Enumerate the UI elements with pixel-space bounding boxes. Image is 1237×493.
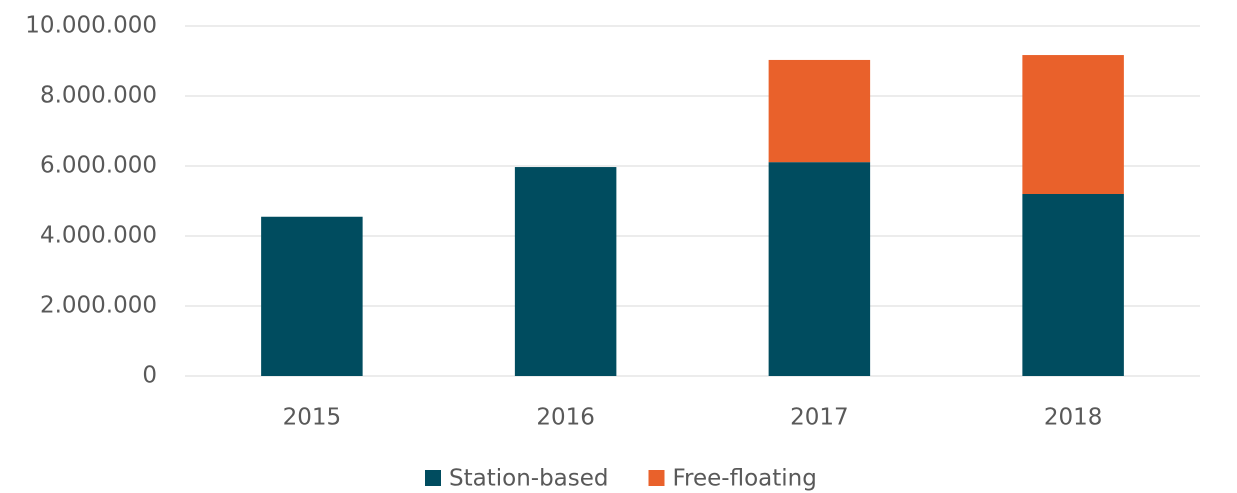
y-tick-label: 0	[142, 363, 157, 389]
x-tick-label: 2018	[1044, 405, 1103, 431]
bar	[768, 162, 871, 376]
legend-label: Station-based	[449, 466, 609, 492]
x-tick-label: 2015	[283, 405, 342, 431]
bar	[1022, 194, 1124, 376]
y-tick-label: 2.000.000	[40, 293, 157, 319]
x-tick-label: 2017	[790, 405, 849, 431]
bar	[514, 167, 617, 376]
legend-swatch	[648, 470, 665, 486]
x-tick-label: 2016	[536, 405, 595, 431]
legend-label: Free-floating	[673, 466, 817, 492]
y-tick-label: 10.000.000	[25, 13, 157, 39]
bar	[1022, 55, 1124, 194]
y-tick-label: 6.000.000	[40, 153, 157, 179]
bar	[261, 216, 363, 376]
legend-swatch	[425, 470, 441, 486]
y-tick-label: 8.000.000	[40, 83, 157, 109]
y-tick-label: 4.000.000	[40, 223, 157, 249]
bar	[768, 59, 871, 163]
